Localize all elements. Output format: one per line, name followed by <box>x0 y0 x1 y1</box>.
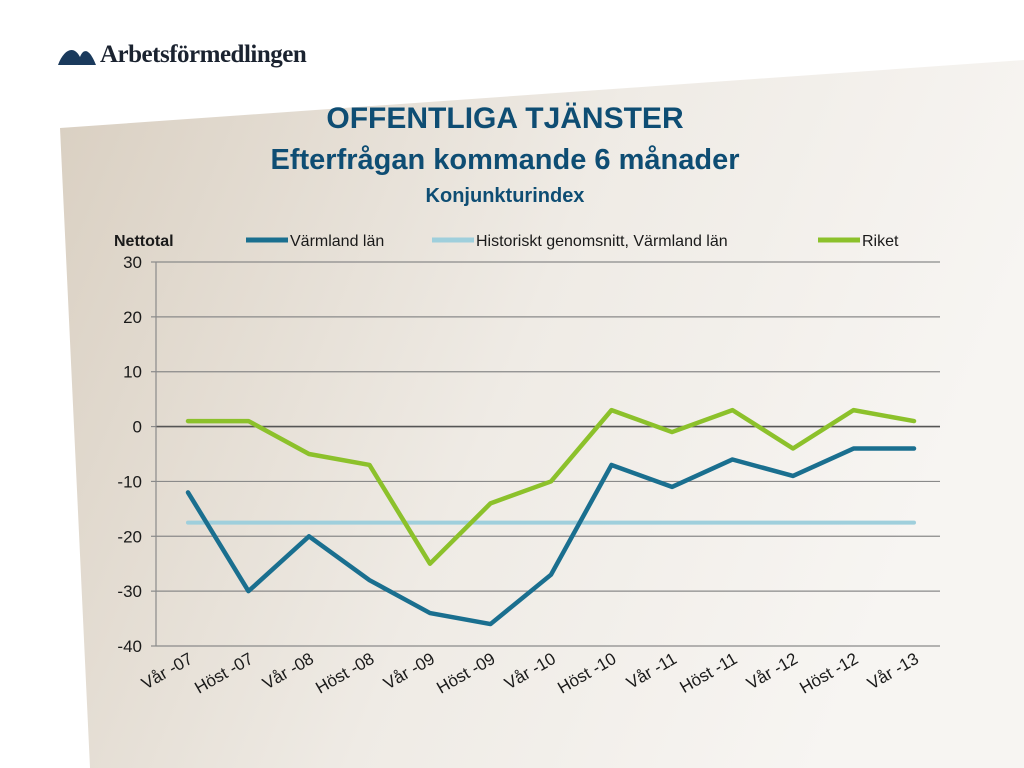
brand-name: Arbetsförmedlingen <box>100 41 307 68</box>
legend-label: Historiskt genomsnitt, Värmland län <box>476 233 728 250</box>
y-tick-label: 20 <box>123 308 142 327</box>
arbetsformedlingen-wave-icon <box>58 50 96 65</box>
x-tick-label: Höst -09 <box>433 649 498 698</box>
slide-subtitle: Efterfrågan kommande 6 månader <box>270 144 740 176</box>
x-tick-label: Vår -10 <box>501 649 559 693</box>
x-tick-label: Höst -12 <box>796 649 861 698</box>
x-tick-label: Höst -08 <box>312 649 377 698</box>
x-tick-label: Vår -12 <box>743 649 801 693</box>
series-line <box>185 407 917 566</box>
y-tick-label: -30 <box>117 582 142 601</box>
x-tick-label: Höst -07 <box>191 649 256 698</box>
slide-subsubtitle: Konjunkturindex <box>425 185 585 207</box>
legend-label: Värmland län <box>290 233 384 250</box>
y-tick-label: -40 <box>117 637 142 656</box>
y-tick-label: -20 <box>117 527 142 546</box>
x-tick-label: Vår -13 <box>864 649 922 693</box>
brand-logo: Arbetsförmedlingen <box>58 38 307 72</box>
x-tick-label: Höst -11 <box>676 649 740 697</box>
x-tick-label: Vår -07 <box>138 649 196 693</box>
x-tick-label: Vår -08 <box>259 649 317 693</box>
slide-title: OFFENTLIGA TJÄNSTER <box>326 102 684 135</box>
y-tick-label: 0 <box>133 418 142 437</box>
y-tick-label: -10 <box>117 472 142 491</box>
series-line <box>185 446 917 627</box>
x-tick-label: Höst -10 <box>554 649 619 698</box>
legend-label: Riket <box>862 233 899 250</box>
y-axis-label: Nettotal <box>114 233 174 250</box>
x-tick-label: Vår -09 <box>380 649 438 693</box>
x-tick-label: Vår -11 <box>623 649 680 693</box>
y-tick-label: 10 <box>123 363 142 382</box>
y-tick-label: 30 <box>123 253 142 272</box>
